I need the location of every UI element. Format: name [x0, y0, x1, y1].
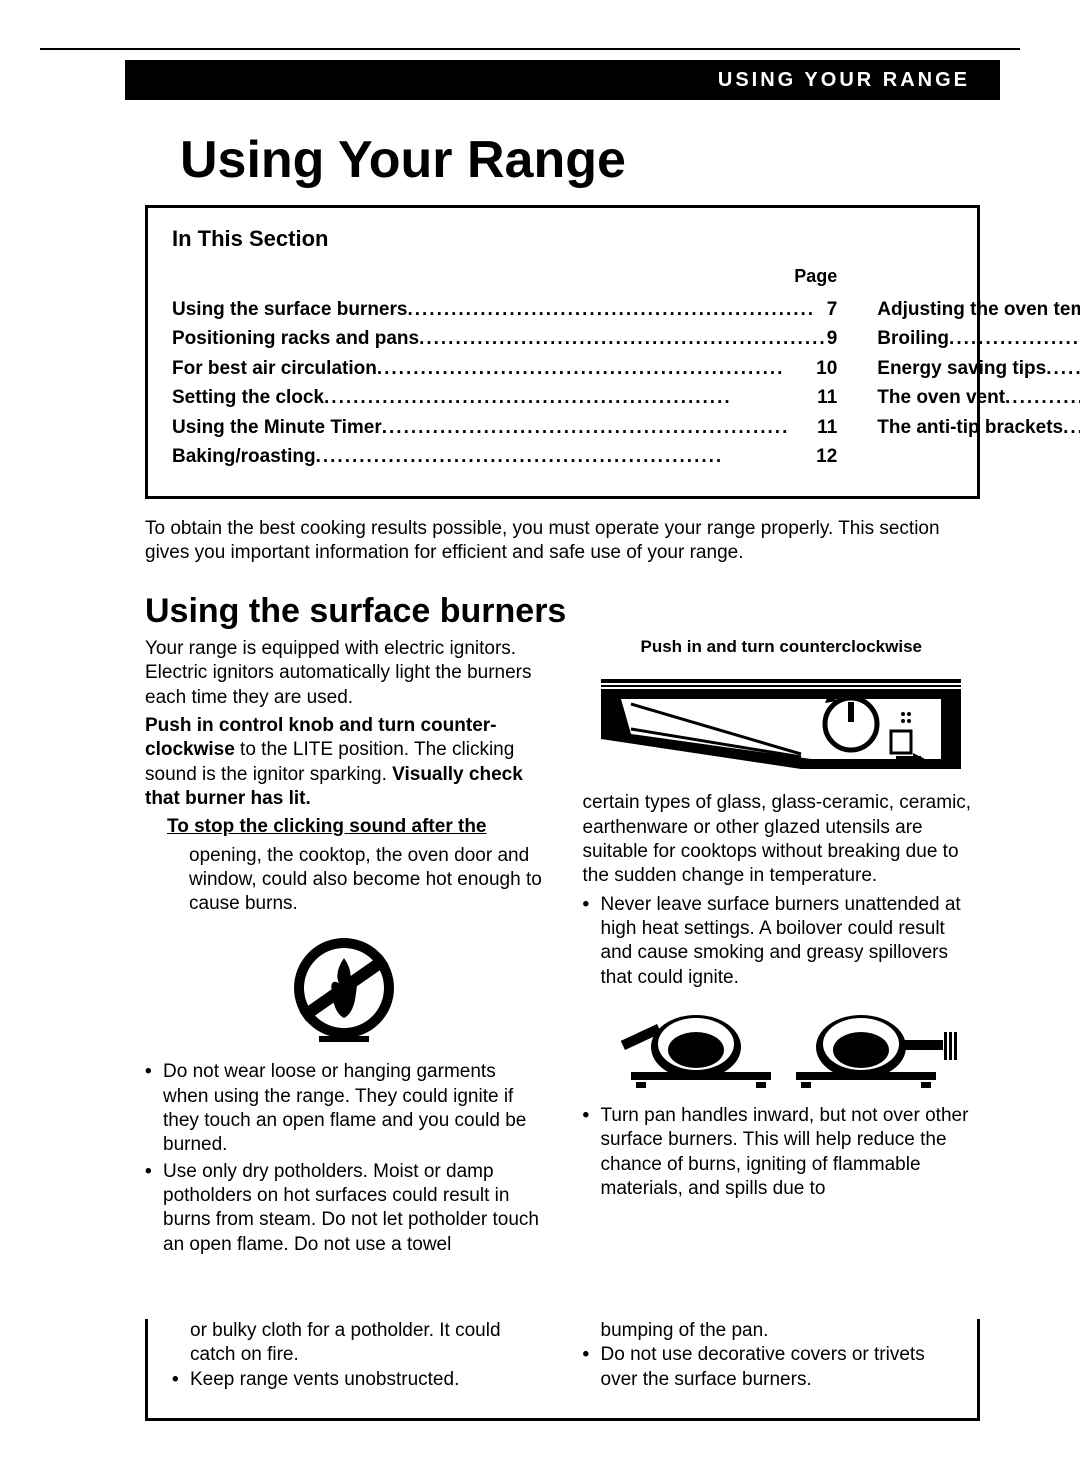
- col1-bullet-2: • Use only dry potholders. Moist or damp…: [145, 1160, 543, 1257]
- col1-p1: Your range is equipped with electric ign…: [145, 637, 543, 710]
- knob-figure: [583, 669, 981, 779]
- toc-page-label-left: Page: [172, 266, 837, 287]
- toc-row: Using the Minute Timer .................…: [172, 413, 837, 442]
- toc-label: Using the surface burners: [172, 295, 407, 324]
- toc-row: Broiling ...............................…: [877, 324, 1080, 353]
- lower-r-bullet: • Do not use decorative covers or trivet…: [583, 1343, 954, 1392]
- toc-page-number: 7: [827, 295, 838, 324]
- toc-dots: ........................................…: [316, 442, 817, 471]
- toc-dots: ........................................…: [1063, 413, 1080, 442]
- toc-page-number: 12: [816, 442, 837, 471]
- toc-row: Energy saving tips .....................…: [877, 354, 1080, 383]
- col2-bullet-1: • Never leave surface burners unattended…: [583, 893, 981, 990]
- toc-dots: ........................................…: [377, 354, 816, 383]
- toc-dots: ........................................…: [1046, 354, 1080, 383]
- pan-handle-figure: [583, 1002, 981, 1092]
- toc-row: Using the surface burners ..............…: [172, 295, 837, 324]
- main-title: Using Your Range: [180, 130, 980, 190]
- toc-row: Adjusting the oven temperature control .…: [877, 295, 1080, 324]
- lower-box: or bulky cloth for a potholder. It could…: [145, 1319, 980, 1421]
- left-column: Your range is equipped with electric ign…: [145, 637, 543, 1259]
- toc-label: Positioning racks and pans: [172, 324, 419, 353]
- lower-r1: bumping of the pan.: [601, 1319, 954, 1343]
- toc-label: Setting the clock: [172, 383, 324, 412]
- toc-label: For best air circulation: [172, 354, 377, 383]
- toc-page-number: 11: [817, 413, 837, 442]
- toc-dots: ........................................…: [324, 383, 817, 412]
- toc-dots: ........................................…: [407, 295, 826, 324]
- header-bar: USING YOUR RANGE: [125, 60, 1000, 100]
- toc-dots: ........................................…: [949, 324, 1080, 353]
- toc-label: Energy saving tips: [877, 354, 1046, 383]
- col1-p3: To stop the clicking sound after the: [167, 815, 543, 839]
- subsection-title: Using the surface burners: [145, 592, 980, 631]
- toc-right-column: Page Adjusting the oven temperature cont…: [877, 266, 1080, 472]
- toc-label: Using the Minute Timer: [172, 413, 382, 442]
- toc-label: Broiling: [877, 324, 949, 353]
- toc-dots: ........................................…: [419, 324, 827, 353]
- toc-dots: ........................................…: [1005, 383, 1080, 412]
- table-of-contents: Page Using the surface burners .........…: [172, 266, 953, 472]
- lower-right: bumping of the pan. • Do not use decorat…: [583, 1319, 954, 1394]
- toc-row: Baking/roasting ........................…: [172, 442, 837, 471]
- col2-bullet-2: • Turn pan handles inward, but not over …: [583, 1104, 981, 1201]
- lower-l-bullet: • Keep range vents unobstructed.: [172, 1368, 543, 1392]
- col2-p1: certain types of glass, glass-ceramic, c…: [583, 791, 981, 888]
- col1-p3-rest: opening, the cooktop, the oven door and …: [189, 844, 543, 917]
- toc-page-number: 11: [817, 383, 837, 412]
- toc-label: The anti-tip brackets: [877, 413, 1063, 442]
- header-bar-text: USING YOUR RANGE: [718, 69, 970, 92]
- col1-p2: Push in control knob and turn counter-cl…: [145, 714, 543, 811]
- in-this-section-box: In This Section Page Using the surface b…: [145, 205, 980, 499]
- toc-page-label-right: Page: [877, 266, 1080, 287]
- no-flame-icon: [145, 928, 543, 1048]
- toc-label: The oven vent: [877, 383, 1005, 412]
- toc-row: The anti-tip brackets ..................…: [877, 413, 1080, 442]
- right-column: Push in and turn counterclockwise: [583, 637, 981, 1259]
- toc-row: Setting the clock ......................…: [172, 383, 837, 412]
- toc-label: Baking/roasting: [172, 442, 316, 471]
- toc-dots: ........................................…: [382, 413, 817, 442]
- toc-row: For best air circulation ...............…: [172, 354, 837, 383]
- lower-left: or bulky cloth for a potholder. It could…: [172, 1319, 543, 1394]
- body-columns: Your range is equipped with electric ign…: [145, 637, 980, 1259]
- toc-row: The oven vent ..........................…: [877, 383, 1080, 412]
- knob-caption: Push in and turn counterclockwise: [583, 637, 981, 657]
- toc-label: Adjusting the oven temperature control: [877, 295, 1080, 324]
- lower-l1: or bulky cloth for a potholder. It could…: [190, 1319, 543, 1368]
- section-box-title: In This Section: [172, 226, 953, 252]
- scan-gap: [145, 1259, 980, 1319]
- radiator-icon: [944, 1032, 957, 1060]
- toc-left-column: Page Using the surface burners .........…: [172, 266, 837, 472]
- toc-row: Positioning racks and pans .............…: [172, 324, 837, 353]
- toc-page-number: 10: [816, 354, 837, 383]
- intro-paragraph: To obtain the best cooking results possi…: [145, 517, 980, 566]
- col1-bullet-1: • Do not wear loose or hanging garments …: [145, 1060, 543, 1157]
- toc-page-number: 9: [827, 324, 838, 353]
